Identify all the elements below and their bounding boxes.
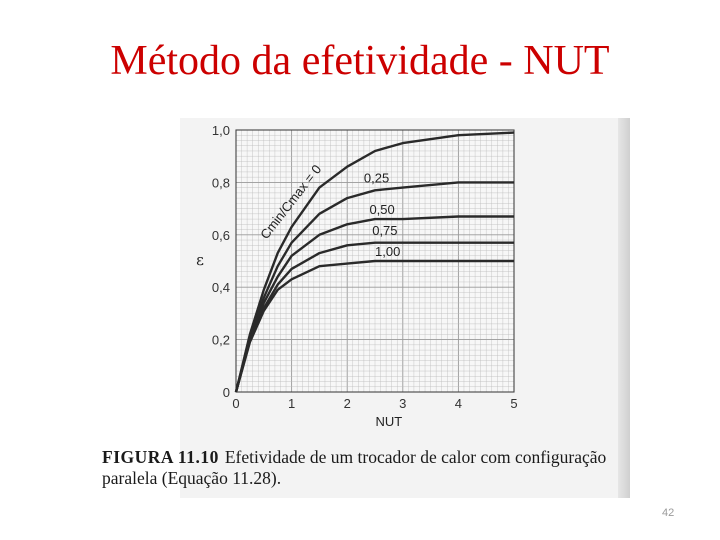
series-line-2 [234, 215, 514, 393]
x-tick-label: 5 [510, 396, 517, 411]
x-tick-label: 0 [232, 396, 239, 411]
x-tick-label: 4 [455, 396, 462, 411]
y-tick-label: 0,6 [212, 228, 230, 243]
scan-page-edge [618, 118, 630, 498]
chart-axes: 0 1 2 3 4 5 0 0,2 0,4 0,6 0,8 1,0 NUT ε [196, 123, 518, 429]
y-tick-label: 0,2 [212, 333, 230, 348]
x-axis-label: NUT [376, 414, 403, 429]
chart-series [234, 131, 515, 393]
y-tick-label: 0,8 [212, 175, 230, 190]
y-tick-label: 0 [223, 385, 230, 400]
series-label-3: 0,75 [372, 223, 397, 238]
series-line-1 [234, 181, 514, 393]
y-tick-label: 1,0 [212, 123, 230, 138]
x-tick-label: 3 [399, 396, 406, 411]
x-tick-label: 1 [288, 396, 295, 411]
series-line-0 [234, 131, 515, 393]
figure-caption-label: FIGURA 11.10 [102, 447, 219, 467]
x-tick-label: 2 [344, 396, 351, 411]
figure-caption: FIGURA 11.10 Efetividade de um trocador d… [102, 447, 632, 490]
figure-caption-text: Efetividade de um trocador de calor com … [102, 447, 607, 489]
series-label-2: 0,50 [369, 202, 394, 217]
series-label-1: 0,25 [364, 170, 389, 185]
slide-title: Método da efetividade - NUT [110, 38, 610, 84]
series-line-4 [234, 259, 514, 393]
figure-scan: 0 1 2 3 4 5 0 0,2 0,4 0,6 0,8 1,0 NUT ε Cmin/Cmax = 0… [180, 118, 630, 498]
series-label-4: 1,00 [375, 244, 400, 259]
page-number: 42 [662, 507, 675, 519]
y-axis-label: ε [196, 251, 204, 269]
y-tick-label: 0,4 [212, 280, 230, 295]
